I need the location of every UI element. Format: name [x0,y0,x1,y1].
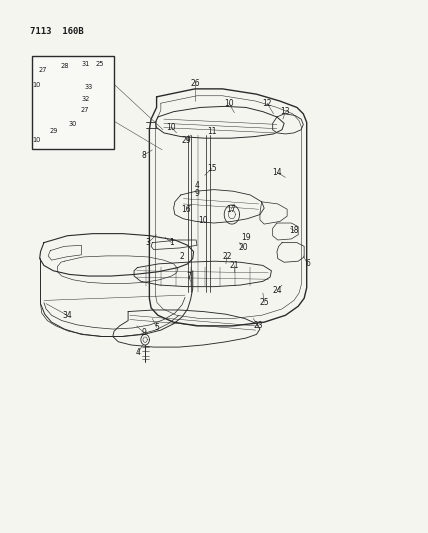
Text: 7: 7 [186,271,191,280]
Text: 29: 29 [181,136,191,145]
Text: 22: 22 [222,253,232,262]
Text: 29: 29 [49,128,57,134]
Text: 6: 6 [305,260,310,268]
Text: 10: 10 [166,123,176,132]
Text: 10: 10 [32,138,40,143]
Text: 2: 2 [180,253,184,262]
Text: 19: 19 [241,233,251,242]
Text: 30: 30 [68,122,77,127]
Text: 33: 33 [84,84,93,90]
Text: 13: 13 [281,107,290,116]
Text: 21: 21 [230,261,239,270]
Text: 27: 27 [80,107,89,113]
Text: 14: 14 [272,167,282,176]
Text: 7113  160B: 7113 160B [30,27,84,36]
Text: 12: 12 [262,99,272,108]
Text: 28: 28 [60,63,68,69]
Text: 3: 3 [146,238,151,247]
Text: 11: 11 [207,127,217,136]
Text: 26: 26 [190,79,200,88]
Text: 4: 4 [195,181,199,190]
Text: 23: 23 [254,321,264,330]
Text: 24: 24 [272,286,282,295]
Text: 34: 34 [62,311,72,320]
Text: 16: 16 [181,205,191,214]
Text: 5: 5 [154,323,159,332]
Text: 9: 9 [195,189,199,198]
Text: 25: 25 [259,298,269,307]
Text: 31: 31 [81,61,90,67]
Text: 10: 10 [224,99,234,108]
Text: 25: 25 [96,61,104,67]
Text: 18: 18 [289,226,299,235]
Text: 10: 10 [199,216,208,225]
Text: 15: 15 [207,164,217,173]
Text: 8: 8 [142,151,146,160]
Text: 27: 27 [39,67,48,73]
Bar [32,56,114,149]
Text: 32: 32 [81,96,90,102]
Text: 4: 4 [136,348,141,357]
Text: 17: 17 [226,205,236,214]
Text: 10: 10 [32,82,40,88]
Text: 1: 1 [169,238,174,247]
Text: 20: 20 [238,244,248,253]
Text: 9: 9 [141,328,146,337]
